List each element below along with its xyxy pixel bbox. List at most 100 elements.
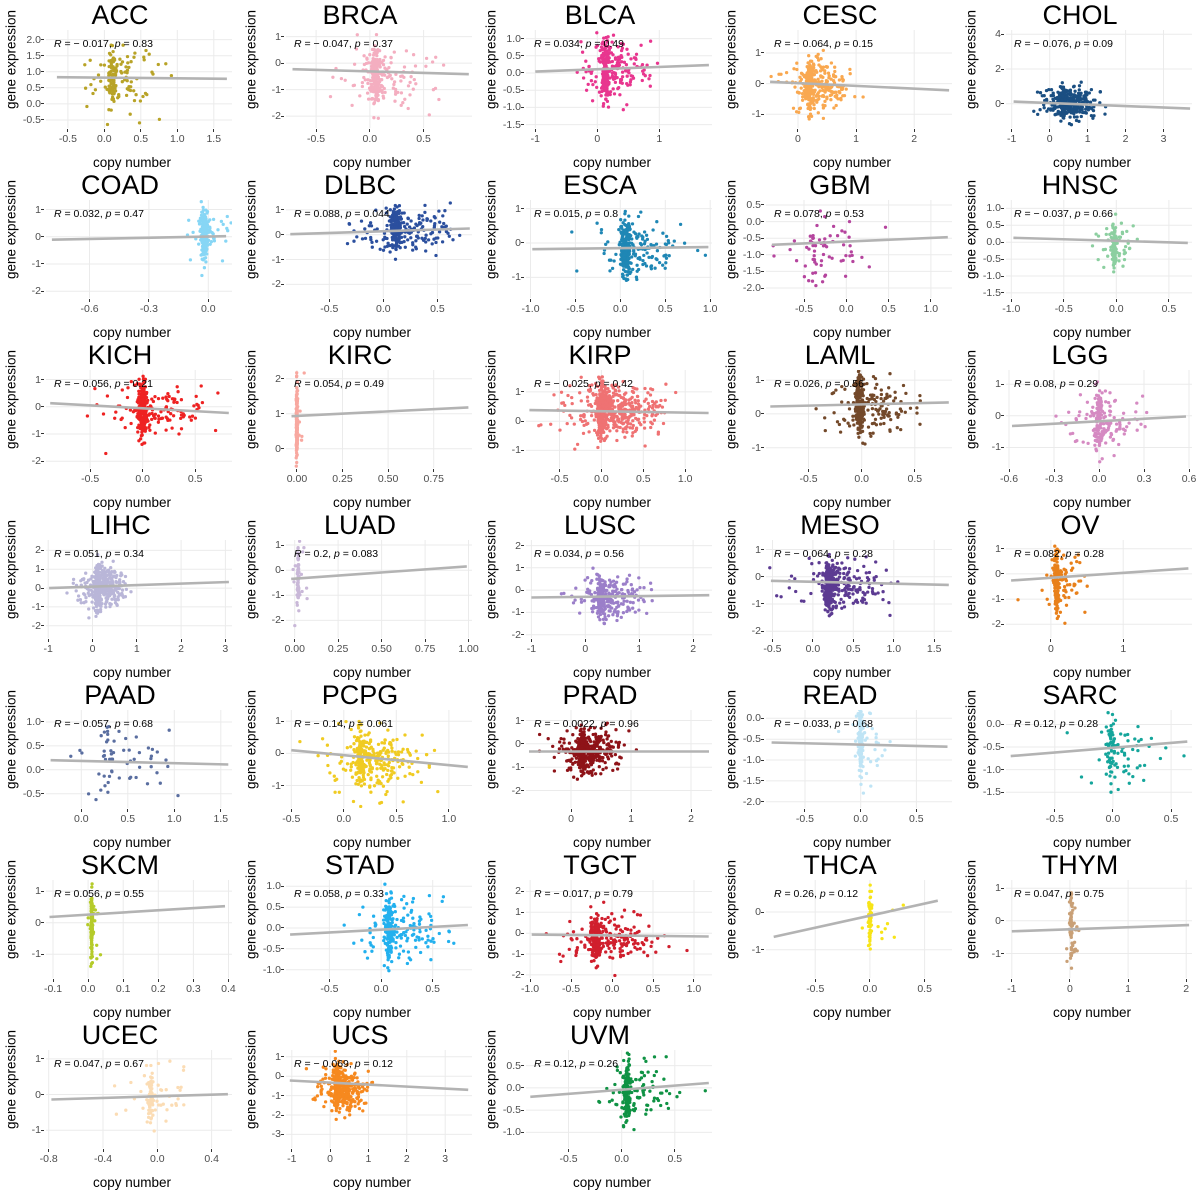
- x-tick-mark: [382, 299, 384, 302]
- y-tick-label: -2.0: [742, 282, 761, 295]
- panel-title: ESCA: [563, 170, 637, 200]
- panel-title: GBM: [809, 170, 871, 200]
- plot-area: [286, 1050, 472, 1148]
- y-tick-label: 0: [35, 582, 41, 595]
- y-tick-mark: [1001, 383, 1004, 385]
- y-tick-label: -1.0: [742, 754, 761, 767]
- y-tick-mark: [281, 1056, 284, 1058]
- x-axis-ticks: -0.5 0.0 0.5 1.0 1.5: [763, 639, 952, 655]
- y-tick-mark: [761, 576, 764, 578]
- y-tick-label: -1: [511, 761, 521, 774]
- x-tick-mark: [674, 1149, 676, 1152]
- x-tick-mark: [315, 129, 317, 132]
- x-axis-label: copy number: [572, 835, 652, 850]
- y-tick-label: -1.0: [982, 763, 1001, 776]
- x-axis-ticks: -0.5 0.0 0.5: [286, 129, 472, 145]
- y-tick-mark: [521, 1131, 524, 1133]
- scatter-points: [575, 31, 660, 112]
- x-tick-mark: [652, 979, 654, 982]
- y-tick-mark: [521, 208, 524, 210]
- x-tick-mark: [433, 469, 435, 472]
- y-tick-label: -1.5: [742, 774, 761, 787]
- y-axis-ticks: 0 -1: [720, 880, 764, 978]
- plot-area: [46, 1050, 232, 1148]
- scatter-points: [83, 43, 174, 127]
- y-tick-mark: [281, 1114, 284, 1116]
- y-axis-ticks: -2 -1 0 1 2: [480, 540, 524, 641]
- y-tick-label: 0: [755, 906, 761, 919]
- y-tick-mark: [521, 420, 524, 422]
- y-tick-mark: [521, 890, 524, 892]
- x-tick-mark: [797, 129, 799, 132]
- x-tick-label: 0.5: [645, 983, 661, 995]
- x-tick-mark: [328, 299, 330, 302]
- trendline: [531, 933, 709, 938]
- x-tick-label: 0.0: [594, 473, 609, 485]
- x-tick-label: -1: [1007, 133, 1017, 145]
- x-tick-mark: [67, 129, 69, 132]
- y-tick-label: 1: [275, 715, 281, 728]
- x-tick-label: 0.0: [373, 983, 389, 995]
- x-tick-label: 1: [365, 1153, 372, 1165]
- panel-thca: THCA gene expression copy number 0 -1 -0.5 0.0…: [720, 850, 960, 1020]
- plot-area: [766, 370, 952, 468]
- gridlines: [46, 880, 232, 978]
- y-tick-label: -1: [271, 83, 281, 96]
- y-tick-label: 0.0: [746, 712, 761, 725]
- panel-meso: MESO gene expression copy number -2 -1 0 1 -0.5…: [720, 510, 960, 680]
- y-axis-ticks: -1 0 1: [720, 370, 764, 468]
- plot-area: [46, 200, 232, 298]
- x-tick-mark: [337, 639, 339, 642]
- x-tick-mark: [913, 129, 915, 132]
- x-tick-label: -0.4: [93, 1153, 113, 1165]
- y-tick-label: 0: [755, 570, 761, 583]
- y-tick-label: 1: [35, 563, 41, 576]
- x-tick-mark: [574, 299, 576, 302]
- y-tick-label: 1: [35, 373, 41, 386]
- y-tick-label: 0.0: [266, 921, 281, 934]
- x-tick-label: 0.4: [221, 983, 236, 995]
- x-tick-label: 0.0: [604, 983, 620, 995]
- gridlines: [286, 880, 472, 978]
- panel-kirc: KIRC gene expression copy number 0 1 2 0.00 0.2…: [240, 340, 480, 510]
- x-axis-ticks: -0.6 -0.3 0.0 0.3 0.6: [1000, 469, 1196, 485]
- panel-brca: BRCA gene expression copy number -2 -1 0 1 -0.5…: [240, 0, 480, 170]
- y-tick-label: 2: [515, 885, 521, 898]
- y-tick-mark: [281, 594, 284, 596]
- x-tick-mark: [1163, 129, 1165, 132]
- y-tick-label: 0.5: [746, 198, 761, 211]
- y-tick-label: 0: [35, 916, 41, 929]
- y-tick-mark: [521, 1065, 524, 1067]
- x-tick-label: -0.5: [1045, 813, 1064, 825]
- plot-area: [286, 710, 472, 808]
- x-axis-ticks: -0.8 -0.4 0.0 0.4: [40, 1149, 232, 1165]
- x-tick-label: 0.6: [1181, 473, 1197, 485]
- x-axis-label: copy number: [1052, 665, 1132, 680]
- y-tick-label: 1: [275, 1050, 281, 1063]
- plot-area: [46, 710, 232, 808]
- x-tick-mark: [534, 129, 536, 132]
- x-tick-mark: [924, 979, 926, 982]
- x-tick-mark: [1087, 129, 1089, 132]
- y-tick-label: 0: [995, 409, 1001, 422]
- y-tick-label: 0.0: [506, 66, 521, 79]
- x-tick-mark: [1050, 639, 1052, 642]
- plot-area: [1006, 540, 1192, 638]
- x-tick-mark: [1188, 469, 1190, 472]
- x-tick-mark: [664, 299, 666, 302]
- x-tick-mark: [1143, 469, 1145, 472]
- x-axis-label: copy number: [572, 155, 652, 170]
- scatter-points: [769, 48, 865, 121]
- x-axis-ticks: 0 1 2: [526, 809, 712, 825]
- y-tick-mark: [1001, 68, 1004, 70]
- x-axis-ticks: -1 0 1 2: [1006, 979, 1192, 995]
- y-tick-label: 0: [755, 77, 761, 90]
- x-tick-label: 0.50: [371, 643, 392, 655]
- y-tick-mark: [761, 603, 764, 605]
- y-axis-ticks: -2.0 -1.5 -1.0 -0.5 0.0: [720, 710, 764, 808]
- panel-ov: OV gene expression copy number -2 -1 0 1 0 1 R = …: [960, 510, 1200, 680]
- y-tick-mark: [761, 717, 764, 719]
- x-tick-mark: [296, 469, 298, 472]
- y-tick-mark: [521, 124, 524, 126]
- x-tick-label: 2: [688, 813, 694, 825]
